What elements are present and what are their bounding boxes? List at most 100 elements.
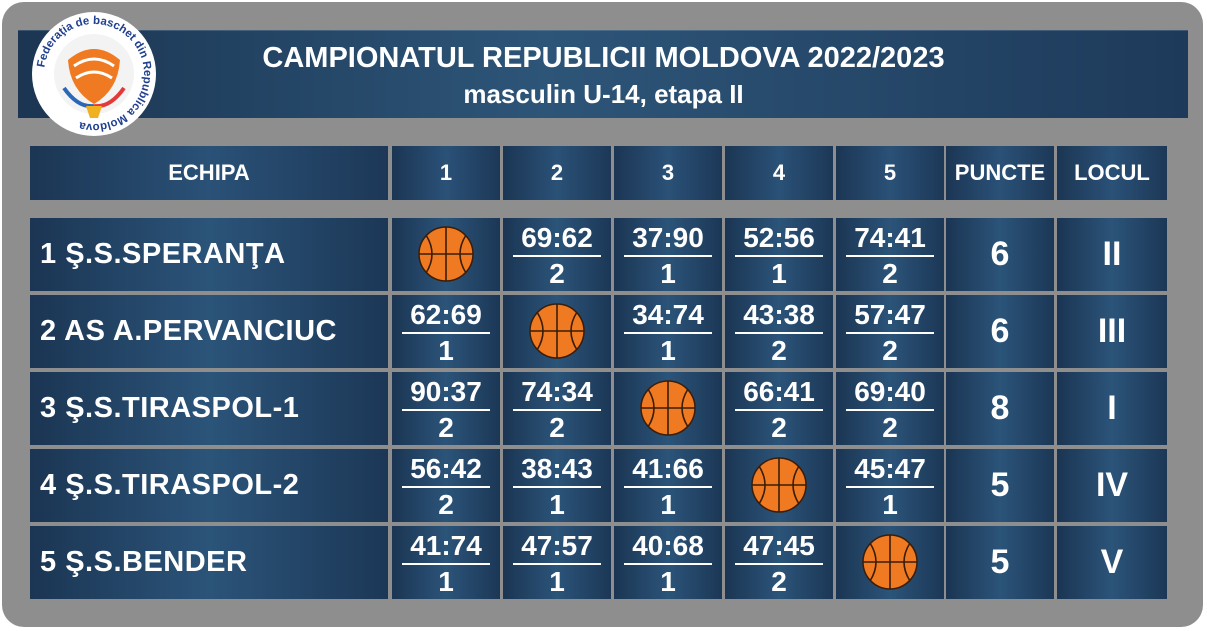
- team-number: 5: [40, 546, 57, 578]
- score-divider: [624, 486, 712, 488]
- header-place: LOCUL: [1057, 146, 1167, 200]
- result-cell: 52:56 1: [725, 218, 833, 291]
- result-cell: [392, 218, 500, 291]
- table-row: 2 AS A.PERVANCIUC: [30, 295, 388, 368]
- match-score: 62:69: [410, 299, 482, 330]
- score-divider: [735, 409, 823, 411]
- match-points: 2: [549, 412, 565, 443]
- result-cell: 34:74 1: [614, 295, 722, 368]
- team-points: 6: [990, 312, 1010, 350]
- match-result: 37:90 1: [612, 218, 724, 291]
- basketball-icon: [640, 380, 696, 436]
- match-points: 2: [882, 258, 898, 289]
- match-result: 47:57 1: [501, 526, 613, 599]
- team-number: 2: [40, 315, 57, 347]
- header-team: ECHIPA: [30, 146, 388, 200]
- match-result: 62:69 1: [390, 295, 502, 368]
- result-cell: 56:42 2: [392, 449, 500, 522]
- team-points: 8: [990, 389, 1010, 427]
- match-points: 1: [771, 258, 787, 289]
- score-divider: [735, 563, 823, 565]
- team-label: Ş.S.TIRASPOL-2: [65, 469, 300, 501]
- match-result: 74:41 2: [834, 218, 946, 291]
- result-cell: [614, 372, 722, 445]
- match-points: 1: [882, 489, 898, 520]
- place-cell: V: [1057, 526, 1167, 599]
- place-cell: III: [1057, 295, 1167, 368]
- team-points: 5: [990, 466, 1010, 504]
- match-result: 69:62 2: [501, 218, 613, 291]
- match-score: 41:74: [410, 530, 482, 561]
- place-cell: II: [1057, 218, 1167, 291]
- score-divider: [846, 332, 934, 334]
- basketball-icon: [418, 226, 474, 282]
- result-cell: 57:47 2: [836, 295, 944, 368]
- match-result: 41:74 1: [390, 526, 502, 599]
- match-score: 69:40: [854, 376, 926, 407]
- match-score: 57:47: [854, 299, 926, 330]
- match-score: 43:38: [743, 299, 815, 330]
- match-score: 47:45: [743, 530, 815, 561]
- self-match-cell: [390, 218, 502, 291]
- header-col-5: 5: [836, 146, 944, 200]
- score-divider: [513, 486, 601, 488]
- match-points: 2: [438, 489, 454, 520]
- score-divider: [624, 563, 712, 565]
- self-match-cell: [723, 449, 835, 522]
- match-score: 47:57: [521, 530, 593, 561]
- self-match-cell: [834, 526, 946, 599]
- team-points: 6: [990, 235, 1010, 273]
- match-score: 66:41: [743, 376, 815, 407]
- page-subtitle: masculin U-14, etapa II: [463, 79, 744, 109]
- match-result: 40:68 1: [612, 526, 724, 599]
- title-bar: [18, 30, 1188, 118]
- match-score: 41:66: [632, 453, 704, 484]
- result-cell: 43:38 2: [725, 295, 833, 368]
- match-score: 74:34: [521, 376, 593, 407]
- score-divider: [402, 332, 490, 334]
- result-cell: 69:40 2: [836, 372, 944, 445]
- team-label: AS A.PERVANCIUC: [64, 315, 337, 347]
- match-points: 2: [771, 412, 787, 443]
- score-divider: [402, 409, 490, 411]
- score-divider: [624, 332, 712, 334]
- team-label: Ş.S.SPERANŢA: [65, 238, 286, 270]
- team-place: IV: [1095, 466, 1129, 504]
- team-name: 4 Ş.S.TIRASPOL-2: [40, 449, 299, 522]
- result-cell: 41:74 1: [392, 526, 500, 599]
- header-points: PUNCTE: [946, 146, 1054, 200]
- match-result: 57:47 2: [834, 295, 946, 368]
- match-points: 1: [438, 335, 454, 366]
- match-points: 2: [438, 412, 454, 443]
- result-cell: 74:34 2: [503, 372, 611, 445]
- match-points: 2: [771, 566, 787, 597]
- self-match-cell: [612, 372, 724, 445]
- result-cell: 90:37 2: [392, 372, 500, 445]
- team-number: 3: [40, 392, 57, 424]
- match-result: 41:66 1: [612, 449, 724, 522]
- team-name: 3 Ş.S.TIRASPOL-1: [40, 372, 299, 445]
- result-cell: 47:57 1: [503, 526, 611, 599]
- points-cell: 6: [946, 295, 1054, 368]
- team-place: I: [1107, 389, 1117, 427]
- header-col-1: 1: [392, 146, 500, 200]
- table-row: 4 Ş.S.TIRASPOL-2: [30, 449, 388, 522]
- result-cell: 38:43 1: [503, 449, 611, 522]
- result-cell: 45:47 1: [836, 449, 944, 522]
- result-cell: 41:66 1: [614, 449, 722, 522]
- score-divider: [624, 255, 712, 257]
- match-result: 34:74 1: [612, 295, 724, 368]
- match-score: 37:90: [632, 222, 704, 253]
- table-row: 3 Ş.S.TIRASPOL-1: [30, 372, 388, 445]
- match-points: 2: [771, 335, 787, 366]
- basketball-icon: [862, 534, 918, 590]
- team-points: 5: [990, 543, 1010, 581]
- score-divider: [846, 255, 934, 257]
- score-divider: [846, 409, 934, 411]
- match-score: 40:68: [632, 530, 704, 561]
- match-result: 66:41 2: [723, 372, 835, 445]
- place-cell: IV: [1057, 449, 1167, 522]
- match-points: 2: [882, 412, 898, 443]
- match-result: 38:43 1: [501, 449, 613, 522]
- team-name: 2 AS A.PERVANCIUC: [40, 295, 337, 368]
